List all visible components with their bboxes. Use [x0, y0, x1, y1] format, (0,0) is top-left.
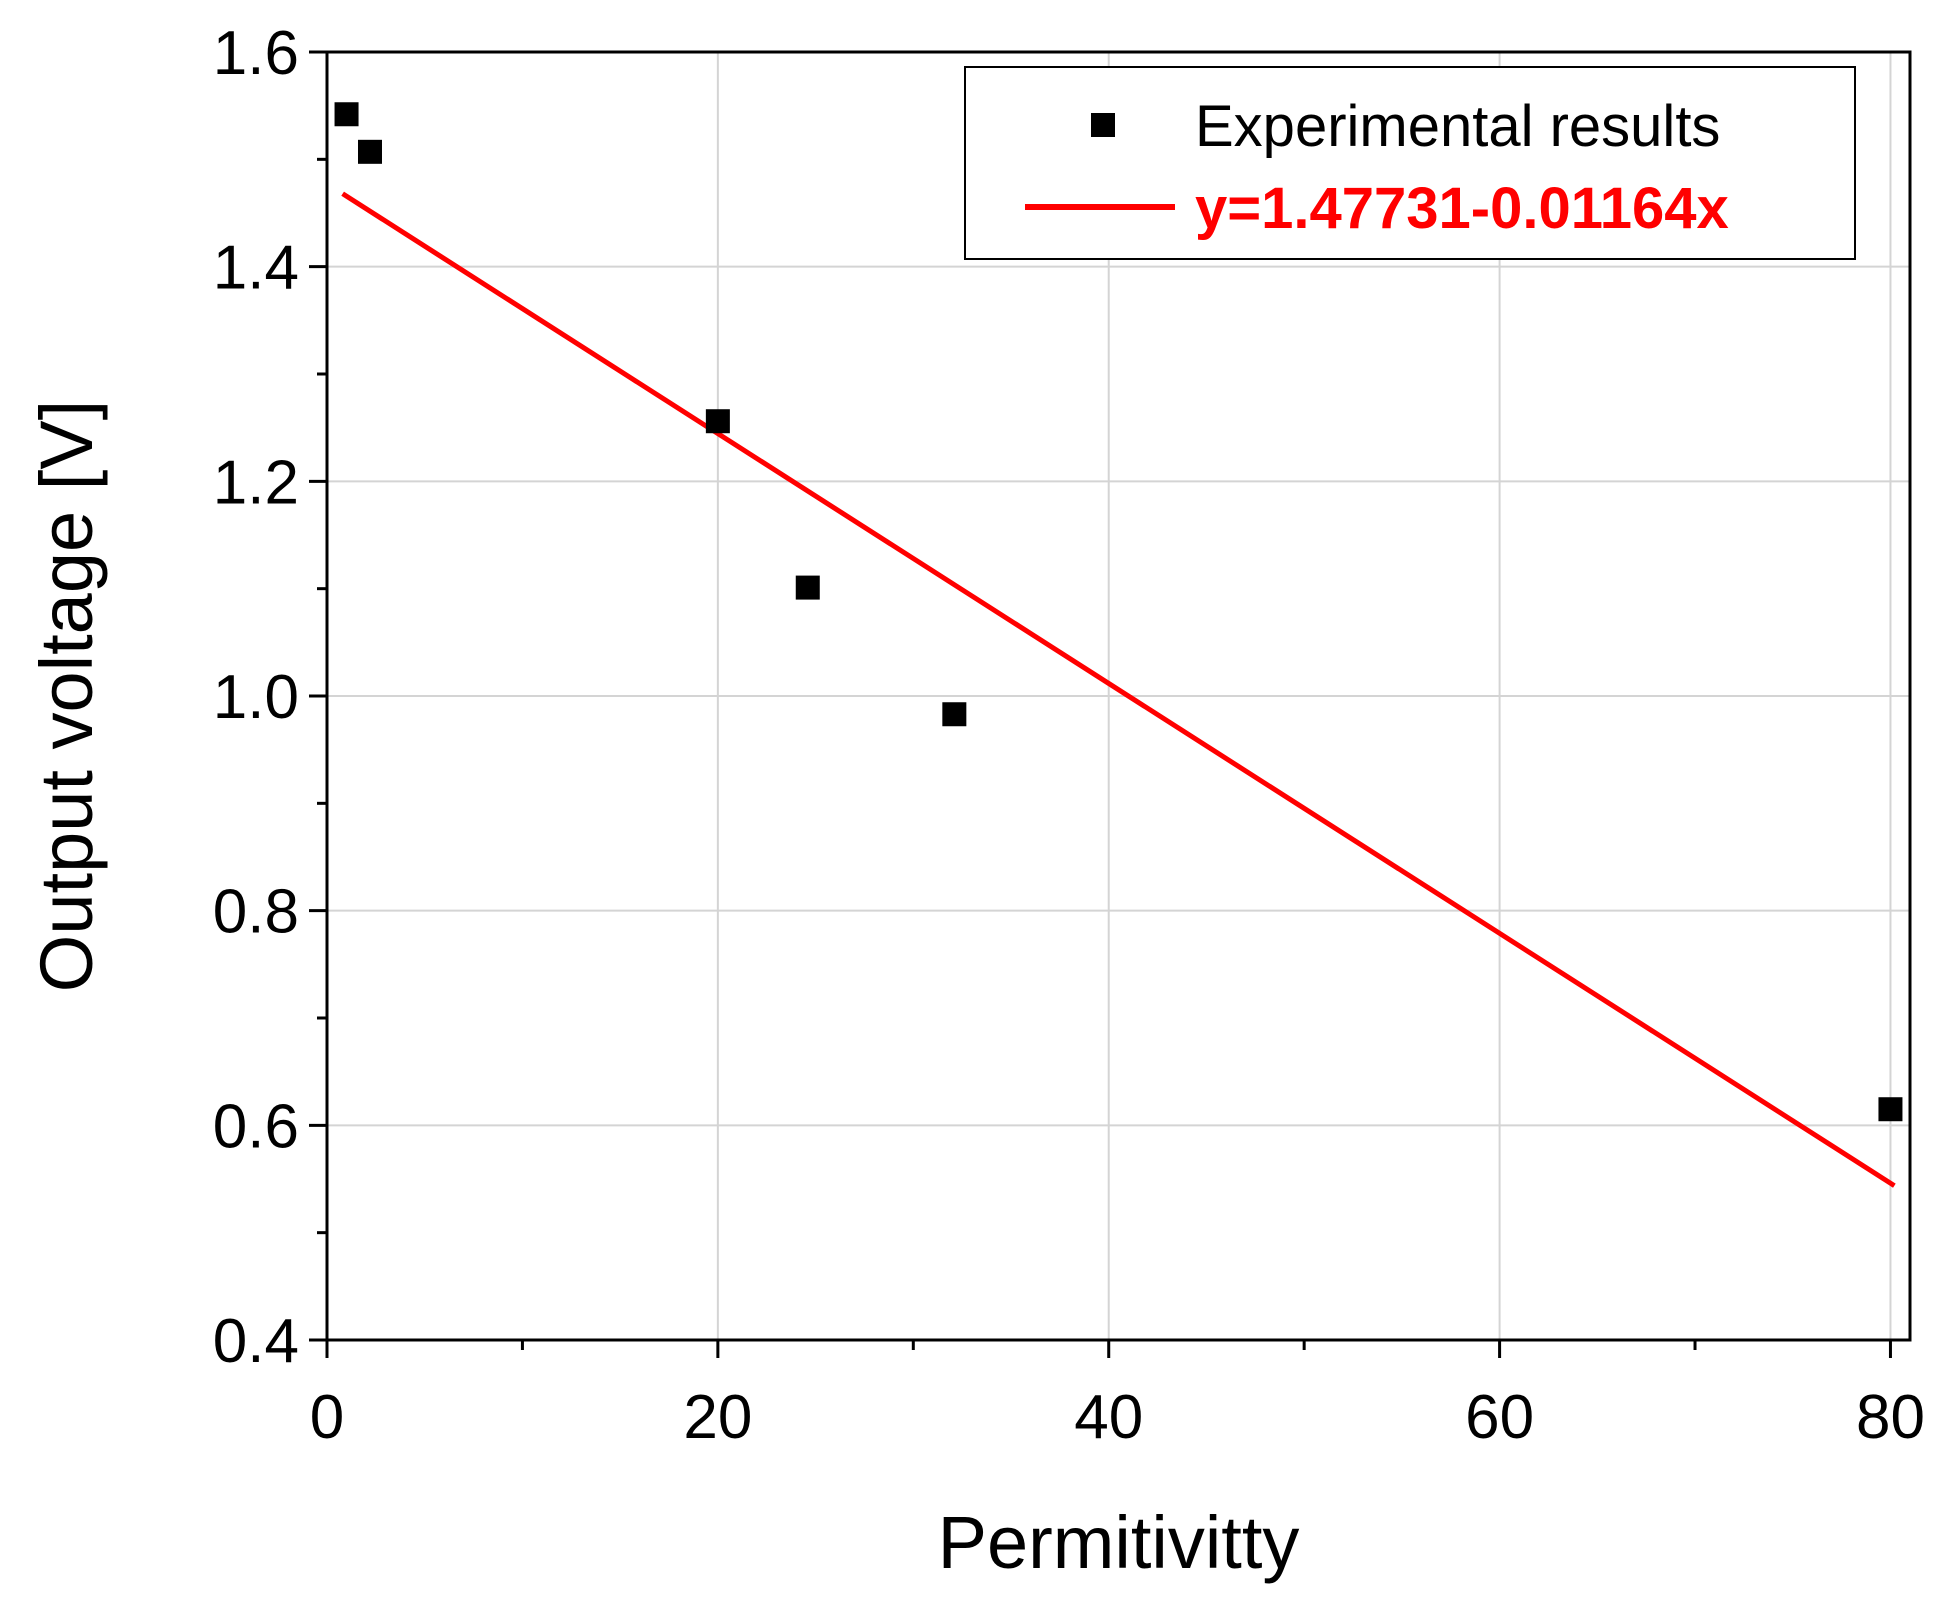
y-tick-label: 1.2 — [213, 448, 299, 517]
grid-lines — [327, 52, 1910, 1340]
legend: Experimental results y=1.47731-0.01164x — [964, 66, 1856, 260]
data-point — [705, 409, 730, 434]
y-axis-ticks: 0.4 0.6 0.8 1.0 1.2 1.4 1.6 — [213, 19, 327, 1376]
fit-line — [341, 191, 1896, 1188]
y-tick-label: 0.4 — [213, 1307, 299, 1376]
y-tick-label: 1.6 — [213, 19, 299, 88]
x-tick-label: 80 — [1856, 1383, 1925, 1452]
data-point — [942, 702, 967, 727]
data-point — [795, 575, 820, 600]
x-tick-label: 20 — [683, 1383, 752, 1452]
x-tick-label: 0 — [310, 1383, 344, 1452]
data-point — [334, 102, 359, 127]
y-axis-title: Output voltage [V] — [25, 400, 108, 992]
y-tick-label: 1.0 — [213, 663, 299, 732]
legend-marker-experimental — [1091, 113, 1115, 137]
data-point — [357, 139, 382, 164]
x-axis-title: Permitivitty — [938, 1501, 1300, 1584]
y-tick-label: 1.4 — [213, 234, 299, 303]
x-axis-ticks: 0 20 40 60 80 — [310, 1340, 1925, 1452]
y-tick-label: 0.6 — [213, 1092, 299, 1161]
points-layer — [334, 102, 1903, 1122]
legend-label-fit: y=1.47731-0.01164x — [1195, 176, 1729, 241]
x-tick-label: 40 — [1074, 1383, 1143, 1452]
y-tick-label: 0.8 — [213, 878, 299, 947]
fit-layer — [341, 191, 1896, 1188]
data-point — [1878, 1097, 1903, 1122]
legend-box — [964, 66, 1856, 260]
x-tick-label: 60 — [1465, 1383, 1534, 1452]
legend-label-experimental: Experimental results — [1195, 94, 1720, 159]
